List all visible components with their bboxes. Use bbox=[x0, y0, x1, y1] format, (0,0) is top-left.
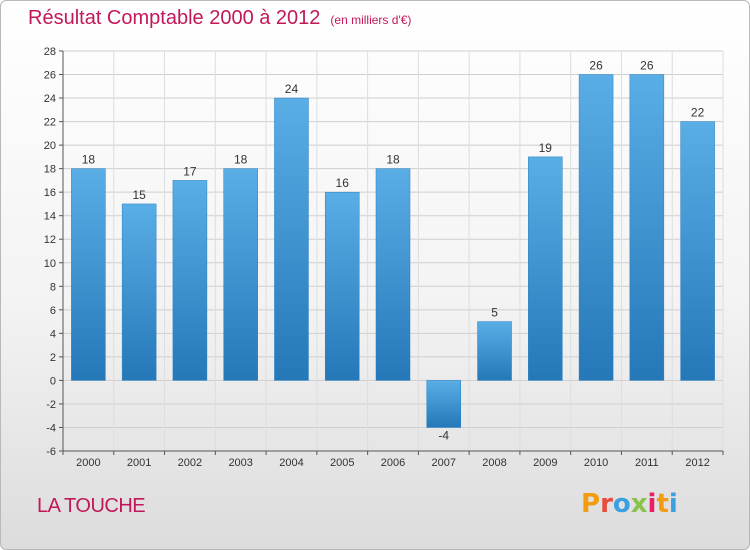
y-tick-label: 14 bbox=[44, 211, 56, 223]
bar-2010 bbox=[578, 74, 614, 381]
y-tick-label: 4 bbox=[50, 328, 56, 340]
data-label-2012: 22 bbox=[691, 106, 705, 120]
x-tick-label-2010: 2010 bbox=[584, 457, 608, 469]
x-tick-label-2006: 2006 bbox=[381, 457, 405, 469]
data-label-2001: 15 bbox=[132, 188, 146, 202]
y-tick-label: 16 bbox=[44, 187, 56, 199]
y-tick-label: 10 bbox=[44, 258, 56, 270]
y-tick-label: 0 bbox=[50, 375, 56, 387]
logo-letter: i bbox=[647, 489, 657, 519]
x-tick-label-2008: 2008 bbox=[482, 457, 506, 469]
logo-letter: o bbox=[612, 489, 631, 519]
bar-2012 bbox=[680, 121, 715, 381]
bar-2000 bbox=[71, 168, 106, 381]
x-tick-label-2001: 2001 bbox=[127, 457, 151, 469]
logo-letter: i bbox=[668, 489, 678, 519]
x-tick-label-2012: 2012 bbox=[685, 457, 709, 469]
y-tick-label: 26 bbox=[44, 70, 56, 82]
logo-letter: P bbox=[581, 489, 601, 519]
y-tick-label: 18 bbox=[44, 164, 56, 176]
data-label-2000: 18 bbox=[82, 153, 96, 167]
x-tick-label-2009: 2009 bbox=[533, 457, 557, 469]
chart-title-main: Résultat Comptable 2000 à 2012 bbox=[28, 7, 321, 29]
data-label-2003: 18 bbox=[234, 153, 248, 167]
logo-letter: r bbox=[600, 489, 613, 519]
bar-2008 bbox=[477, 321, 512, 381]
chart-title: Résultat Comptable 2000 à 2012 (en millie… bbox=[28, 7, 411, 30]
x-tick-label-2007: 2007 bbox=[432, 457, 456, 469]
bar-2001 bbox=[121, 203, 157, 381]
y-tick-label: -6 bbox=[46, 446, 56, 458]
y-tick-label: -2 bbox=[46, 399, 56, 411]
bar-2007 bbox=[426, 380, 462, 428]
logo-letter: t bbox=[656, 489, 669, 519]
data-label-2005: 16 bbox=[336, 176, 350, 190]
y-tick-label: 22 bbox=[44, 117, 56, 129]
data-label-2009: 19 bbox=[539, 141, 553, 155]
data-label-2004: 24 bbox=[285, 82, 299, 96]
x-tick-label-2003: 2003 bbox=[228, 457, 252, 469]
data-label-2010: 26 bbox=[589, 59, 603, 73]
y-tick-label: 6 bbox=[50, 305, 56, 317]
y-tick-label: 8 bbox=[50, 281, 56, 293]
y-tick-label: -4 bbox=[46, 422, 56, 434]
y-tick-label: 24 bbox=[44, 93, 56, 105]
y-tick-label: 28 bbox=[44, 46, 56, 58]
x-tick-label-2000: 2000 bbox=[76, 457, 100, 469]
data-label-2011: 26 bbox=[640, 59, 654, 73]
y-tick-label: 20 bbox=[44, 140, 56, 152]
bar-2003 bbox=[223, 168, 258, 381]
x-tick-label-2004: 2004 bbox=[279, 457, 303, 469]
bar-2006 bbox=[375, 168, 411, 381]
data-label-2006: 18 bbox=[386, 153, 400, 167]
bar-2002 bbox=[172, 180, 208, 381]
bar-2005 bbox=[324, 191, 360, 381]
chart-title-unit: (en milliers d'€) bbox=[330, 13, 412, 27]
bar-2011 bbox=[629, 74, 665, 381]
y-tick-label: 12 bbox=[44, 234, 56, 246]
x-tick-label-2011: 2011 bbox=[635, 457, 659, 469]
proxiti-logo: Proxiti bbox=[581, 489, 678, 519]
data-label-2007: -4 bbox=[438, 428, 449, 442]
bar-2004 bbox=[274, 97, 309, 381]
data-label-2002: 17 bbox=[183, 164, 197, 178]
data-label-2008: 5 bbox=[491, 306, 498, 320]
logo-letter: x bbox=[630, 489, 648, 519]
bar-2009 bbox=[528, 156, 563, 381]
x-tick-label-2002: 2002 bbox=[178, 457, 202, 469]
x-tick-label-2005: 2005 bbox=[330, 457, 354, 469]
y-tick-label: 2 bbox=[50, 352, 56, 364]
commune-name: LA TOUCHE bbox=[37, 495, 146, 517]
